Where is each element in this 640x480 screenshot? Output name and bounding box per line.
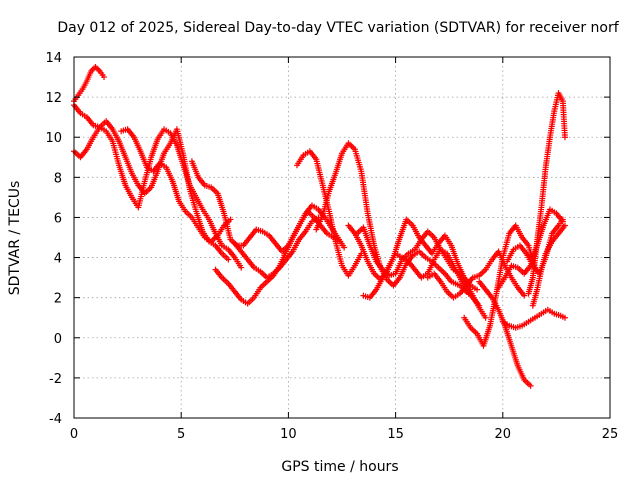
data-point xyxy=(225,256,232,263)
y-tick-label: 4 xyxy=(54,252,62,267)
series-sat-track-20 xyxy=(529,222,568,309)
y-tick-label: 10 xyxy=(45,131,62,146)
data-point xyxy=(559,216,566,223)
chart-title: Day 012 of 2025, Sidereal Day-to-day VTE… xyxy=(57,20,619,36)
y-tick-label: 12 xyxy=(45,91,62,106)
y-tick-label: 14 xyxy=(45,51,62,66)
series-sat-track-11 xyxy=(354,224,489,321)
y-tick-label: 6 xyxy=(54,211,62,226)
series-sat-track-2 xyxy=(71,64,108,105)
data-point xyxy=(238,264,245,271)
y-tick-label: 0 xyxy=(54,332,62,347)
series-sat-track-19 xyxy=(525,90,568,297)
data-point xyxy=(476,302,483,309)
grid-lines xyxy=(74,57,610,418)
series-sat-track-3 xyxy=(71,118,232,263)
x-tick-label: 15 xyxy=(387,427,404,442)
series-sat-track-17 xyxy=(499,306,568,331)
data-point xyxy=(474,286,481,293)
x-axis: 0 5 10 15 20 25 xyxy=(70,57,618,442)
y-tick-label: -2 xyxy=(49,372,62,387)
data-point xyxy=(101,74,108,81)
data-point xyxy=(341,244,348,251)
x-tick-label: 20 xyxy=(495,427,512,442)
series-sat-track-9 xyxy=(313,140,472,297)
y-tick-label: 2 xyxy=(54,292,62,307)
plot-points xyxy=(71,64,568,389)
plot-frame xyxy=(73,56,611,419)
y-axis-title: SDTVAR / TECUs xyxy=(7,181,23,296)
series-sat-track-8 xyxy=(293,148,365,279)
series-sat-track-4 xyxy=(118,126,234,245)
x-tick-label: 0 xyxy=(70,427,78,442)
data-point xyxy=(561,222,568,229)
data-point xyxy=(482,314,489,321)
y-tick-label: 8 xyxy=(54,171,62,186)
x-tick-label: 5 xyxy=(177,427,185,442)
series-sat-track-7 xyxy=(231,214,322,281)
data-point xyxy=(527,382,534,389)
x-axis-title: GPS time / hours xyxy=(281,459,398,475)
x-tick-label: 10 xyxy=(280,427,297,442)
data-point xyxy=(561,134,568,141)
data-point xyxy=(521,292,528,299)
x-tick-label: 25 xyxy=(602,427,619,442)
series-sat-track-15 xyxy=(476,278,534,389)
y-axis: -4 -2 0 2 4 6 8 10 12 14 xyxy=(45,51,610,427)
data-point xyxy=(561,314,568,321)
y-tick-label: -4 xyxy=(49,412,62,427)
